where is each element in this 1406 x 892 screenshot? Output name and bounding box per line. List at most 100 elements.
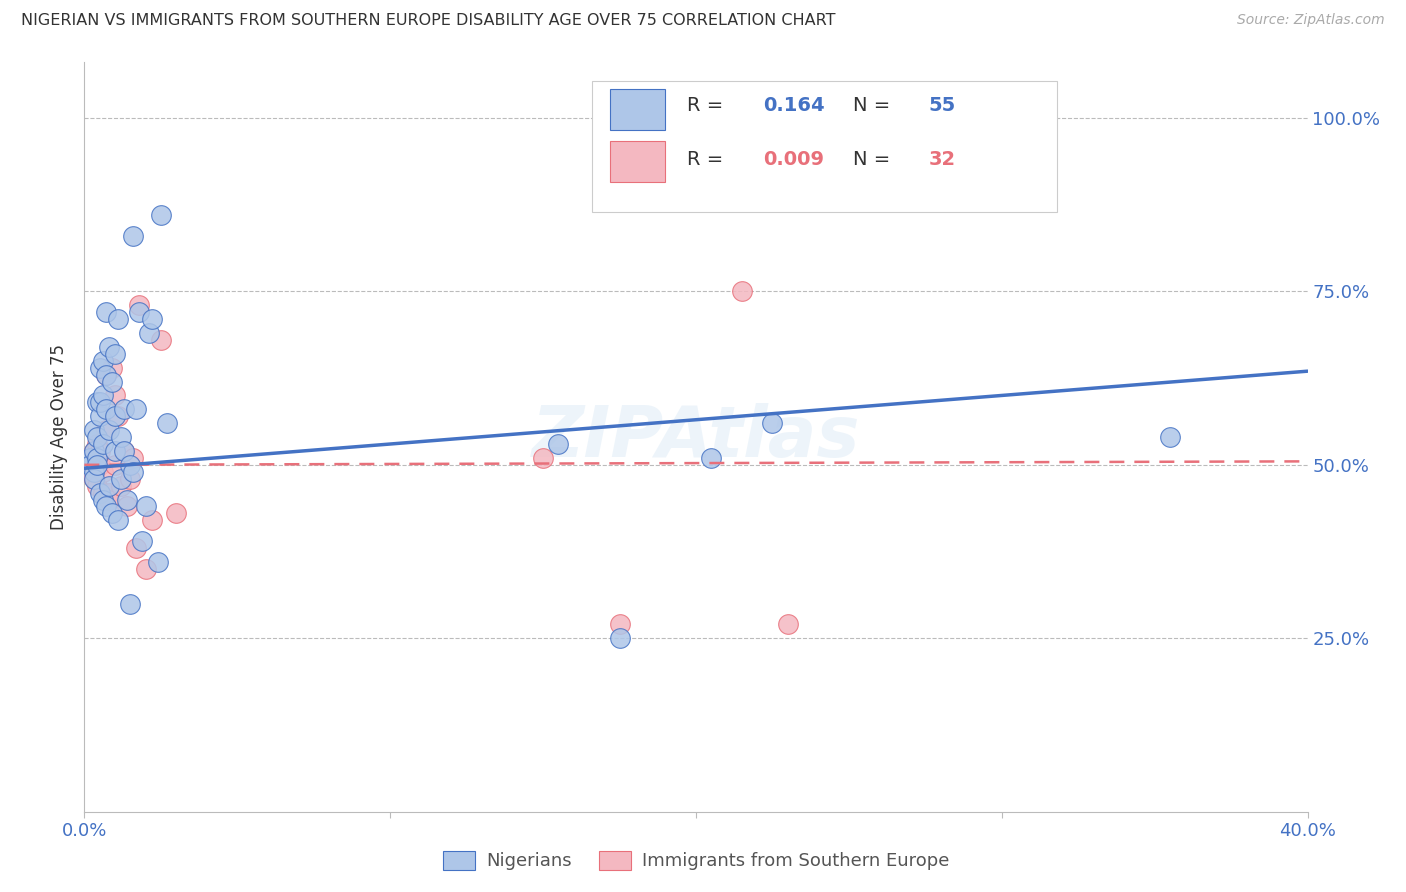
Point (107, 312, 129, 326)
Point (776, 617, 799, 632)
FancyBboxPatch shape (610, 141, 665, 182)
Point (149, 333, 172, 347)
FancyBboxPatch shape (592, 81, 1057, 212)
Point (94, 368, 117, 382)
Point (156, 416, 179, 430)
Point (91, 388, 114, 402)
Point (122, 465, 145, 479)
Point (125, 402, 148, 417)
Point (135, 500, 157, 514)
Point (731, 285, 754, 299)
Point (97, 485, 120, 500)
Point (1159, 430, 1181, 444)
Point (89, 395, 111, 409)
Point (94, 368, 117, 382)
Point (89, 409, 111, 424)
Point (149, 208, 172, 222)
FancyBboxPatch shape (610, 88, 665, 130)
Point (120, 597, 142, 611)
Point (89, 485, 111, 500)
Point (761, 416, 783, 430)
Point (112, 444, 135, 458)
Point (107, 409, 129, 424)
Point (141, 513, 163, 527)
Point (94, 305, 117, 319)
Point (83, 465, 105, 479)
Point (120, 458, 142, 472)
Point (104, 388, 127, 402)
Point (101, 360, 124, 375)
Point (91, 353, 114, 368)
Point (135, 562, 157, 576)
Point (104, 409, 127, 424)
Point (101, 507, 124, 521)
Point (86, 437, 108, 451)
Point (146, 555, 169, 569)
Point (83, 472, 105, 486)
Point (94, 500, 117, 514)
Point (104, 444, 127, 458)
Point (609, 617, 631, 632)
Point (91, 465, 114, 479)
Text: 0.009: 0.009 (763, 151, 824, 169)
Point (89, 458, 111, 472)
Point (131, 534, 153, 549)
Point (83, 472, 105, 486)
Text: 32: 32 (928, 151, 956, 169)
Point (79, 450, 101, 465)
Point (86, 430, 108, 444)
Point (112, 444, 135, 458)
Point (531, 450, 554, 465)
Point (86, 450, 108, 465)
Y-axis label: Disability Age Over 75: Disability Age Over 75 (51, 344, 69, 530)
Point (165, 507, 187, 521)
Point (125, 541, 148, 555)
Point (79, 458, 101, 472)
Text: N =: N = (852, 151, 896, 169)
Legend: Nigerians, Immigrants from Southern Europe: Nigerians, Immigrants from Southern Euro… (436, 844, 956, 878)
Point (110, 478, 132, 492)
Point (94, 423, 117, 437)
Point (128, 305, 150, 319)
Point (110, 430, 132, 444)
Point (104, 347, 127, 361)
Text: 0.164: 0.164 (763, 95, 825, 115)
Point (115, 492, 138, 507)
Point (83, 444, 105, 458)
Point (79, 465, 101, 479)
Point (97, 340, 120, 354)
Point (138, 326, 160, 340)
Point (89, 360, 111, 375)
Point (86, 395, 108, 409)
Point (609, 632, 631, 646)
Point (115, 500, 138, 514)
Point (86, 478, 108, 492)
Point (101, 375, 124, 389)
Text: R =: R = (688, 95, 730, 115)
Point (83, 444, 105, 458)
Point (97, 492, 120, 507)
Point (91, 492, 114, 507)
Point (97, 478, 120, 492)
Text: 55: 55 (928, 95, 956, 115)
Point (110, 472, 132, 486)
Point (122, 228, 145, 243)
Point (89, 444, 111, 458)
Point (141, 312, 163, 326)
Point (112, 402, 135, 417)
Point (94, 402, 117, 417)
Text: R =: R = (688, 151, 730, 169)
Point (128, 298, 150, 312)
Text: Source: ZipAtlas.com: Source: ZipAtlas.com (1237, 13, 1385, 28)
Point (547, 437, 569, 451)
Point (104, 458, 127, 472)
Point (122, 450, 145, 465)
Text: ZIPAtlas: ZIPAtlas (531, 402, 860, 472)
Text: NIGERIAN VS IMMIGRANTS FROM SOUTHERN EUROPE DISABILITY AGE OVER 75 CORRELATION C: NIGERIAN VS IMMIGRANTS FROM SOUTHERN EUR… (21, 13, 835, 29)
Text: N =: N = (852, 95, 896, 115)
Point (97, 423, 120, 437)
Point (700, 450, 723, 465)
Point (120, 472, 142, 486)
Point (91, 485, 114, 500)
Point (107, 513, 129, 527)
